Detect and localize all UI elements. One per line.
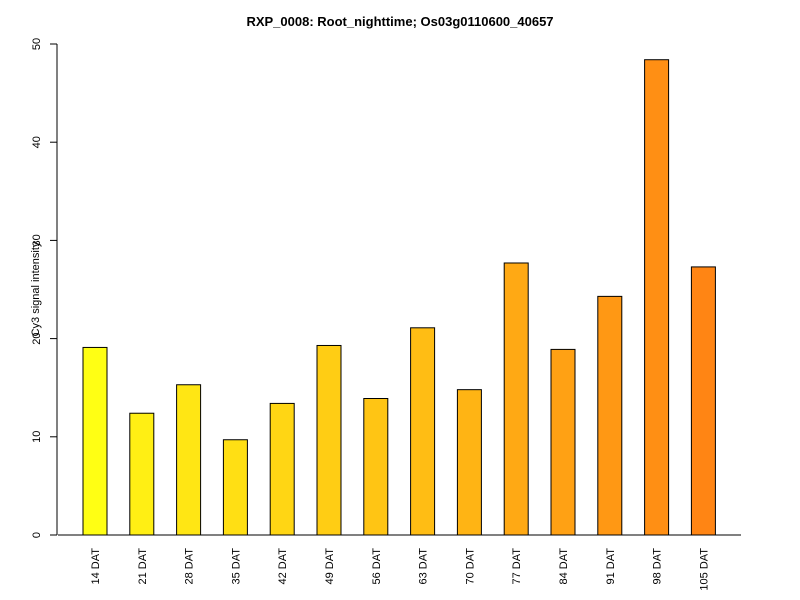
y-tick-label: 20 (31, 332, 43, 344)
x-tick-label: 14 DAT (90, 548, 102, 585)
x-tick-label: 63 DAT (418, 548, 430, 585)
y-tick-label: 10 (31, 431, 43, 443)
bar (690, 266, 716, 536)
bar (176, 384, 202, 536)
y-tick-label: 0 (31, 532, 43, 538)
x-tick-label: 70 DAT (464, 548, 476, 585)
x-tick-label: 49 DAT (324, 548, 336, 585)
bar (503, 262, 529, 536)
x-tick-label: 77 DAT (511, 548, 523, 585)
x-tick-label: 91 DAT (605, 548, 617, 585)
bar (129, 412, 155, 536)
x-tick-label: 35 DAT (230, 548, 242, 585)
chart-title: RXP_0008: Root_nighttime; Os03g0110600_4… (246, 14, 553, 29)
x-tick-labels: 14 DAT 21 DAT 28 DAT 35 DAT 42 DAT 49 DAT 56 D… (90, 548, 710, 591)
x-tick-label: 84 DAT (558, 548, 570, 585)
bar (316, 344, 342, 536)
bar (644, 59, 670, 536)
bars (82, 59, 716, 536)
x-tick-label: 28 DAT (184, 548, 196, 585)
bar (597, 295, 623, 536)
x-tick-label: 21 DAT (137, 548, 149, 585)
bar (363, 398, 389, 536)
y-axis: 0 10 20 30 40 50 (31, 38, 58, 538)
bar (269, 402, 295, 536)
bar (456, 389, 482, 536)
x-tick-label: 42 DAT (277, 548, 289, 585)
bar (222, 439, 248, 536)
x-tick-label: 105 DAT (698, 548, 710, 591)
y-tick-label: 40 (31, 136, 43, 148)
bar (410, 327, 436, 536)
y-axis-label: Cy3 signal intensity (30, 241, 42, 336)
x-tick-label: 98 DAT (652, 548, 664, 585)
bar (82, 346, 108, 536)
x-tick-label: 56 DAT (371, 548, 383, 585)
y-tick-label: 30 (31, 234, 43, 246)
bar (550, 348, 576, 536)
y-tick-label: 50 (31, 38, 43, 50)
